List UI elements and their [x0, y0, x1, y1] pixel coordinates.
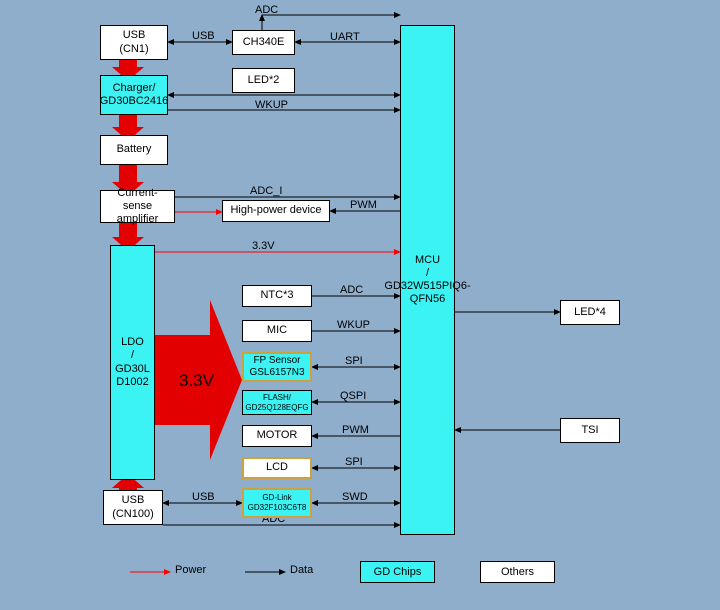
- block-lcd: LCD: [242, 457, 312, 479]
- block-mic: MIC: [242, 320, 312, 342]
- signal-label: SPI: [345, 355, 363, 367]
- block-battery: Battery: [100, 135, 168, 165]
- block-fpsensor: FP SensorGSL6157N3: [242, 352, 312, 382]
- block-current: Current-senseamplifier: [100, 190, 175, 223]
- block-flash: FLASH/GD25Q128EQFG: [242, 390, 312, 415]
- signal-label: USB: [192, 30, 215, 42]
- block-ldo: LDO/GD30LD1002: [110, 245, 155, 480]
- signal-label: USB: [192, 491, 215, 503]
- signal-label: ADC: [340, 284, 363, 296]
- block-mcu: MCU/GD32W515PIQ6-QFN56: [400, 25, 455, 535]
- signal-label: WKUP: [337, 319, 370, 331]
- legend-data: Data: [290, 564, 313, 576]
- legend-gd: GD Chips: [360, 561, 435, 583]
- legend-other: Others: [480, 561, 555, 583]
- block-usb_cn1: USB(CN1): [100, 25, 168, 60]
- signal-label: WKUP: [255, 99, 288, 111]
- block-hipower: High-power device: [222, 200, 330, 222]
- block-ntc3: NTC*3: [242, 285, 312, 307]
- svg-text:3.3V: 3.3V: [179, 371, 215, 390]
- signal-label: SWD: [342, 491, 368, 503]
- block-ch340e: CH340E: [232, 30, 295, 55]
- block-led2: LED*2: [232, 68, 295, 93]
- block-motor: MOTOR: [242, 425, 312, 447]
- legend-power: Power: [175, 564, 206, 576]
- signal-label: PWM: [342, 424, 369, 436]
- signal-label: UART: [330, 31, 360, 43]
- signal-label: PWM: [350, 199, 377, 211]
- block-charger: Charger/GD30BC2416: [100, 75, 168, 115]
- signal-label: ADC: [255, 4, 278, 16]
- block-led4: LED*4: [560, 300, 620, 325]
- block-gdlink: GD-LinkGD32F103C6T8: [242, 488, 312, 518]
- signal-label: ADC_I: [250, 185, 282, 197]
- signal-label: SPI: [345, 456, 363, 468]
- block-tsi: TSI: [560, 418, 620, 443]
- signal-label: QSPI: [340, 390, 366, 402]
- power-label: 3.3V: [252, 240, 275, 252]
- block-usb_cn100: USB(CN100): [103, 490, 163, 525]
